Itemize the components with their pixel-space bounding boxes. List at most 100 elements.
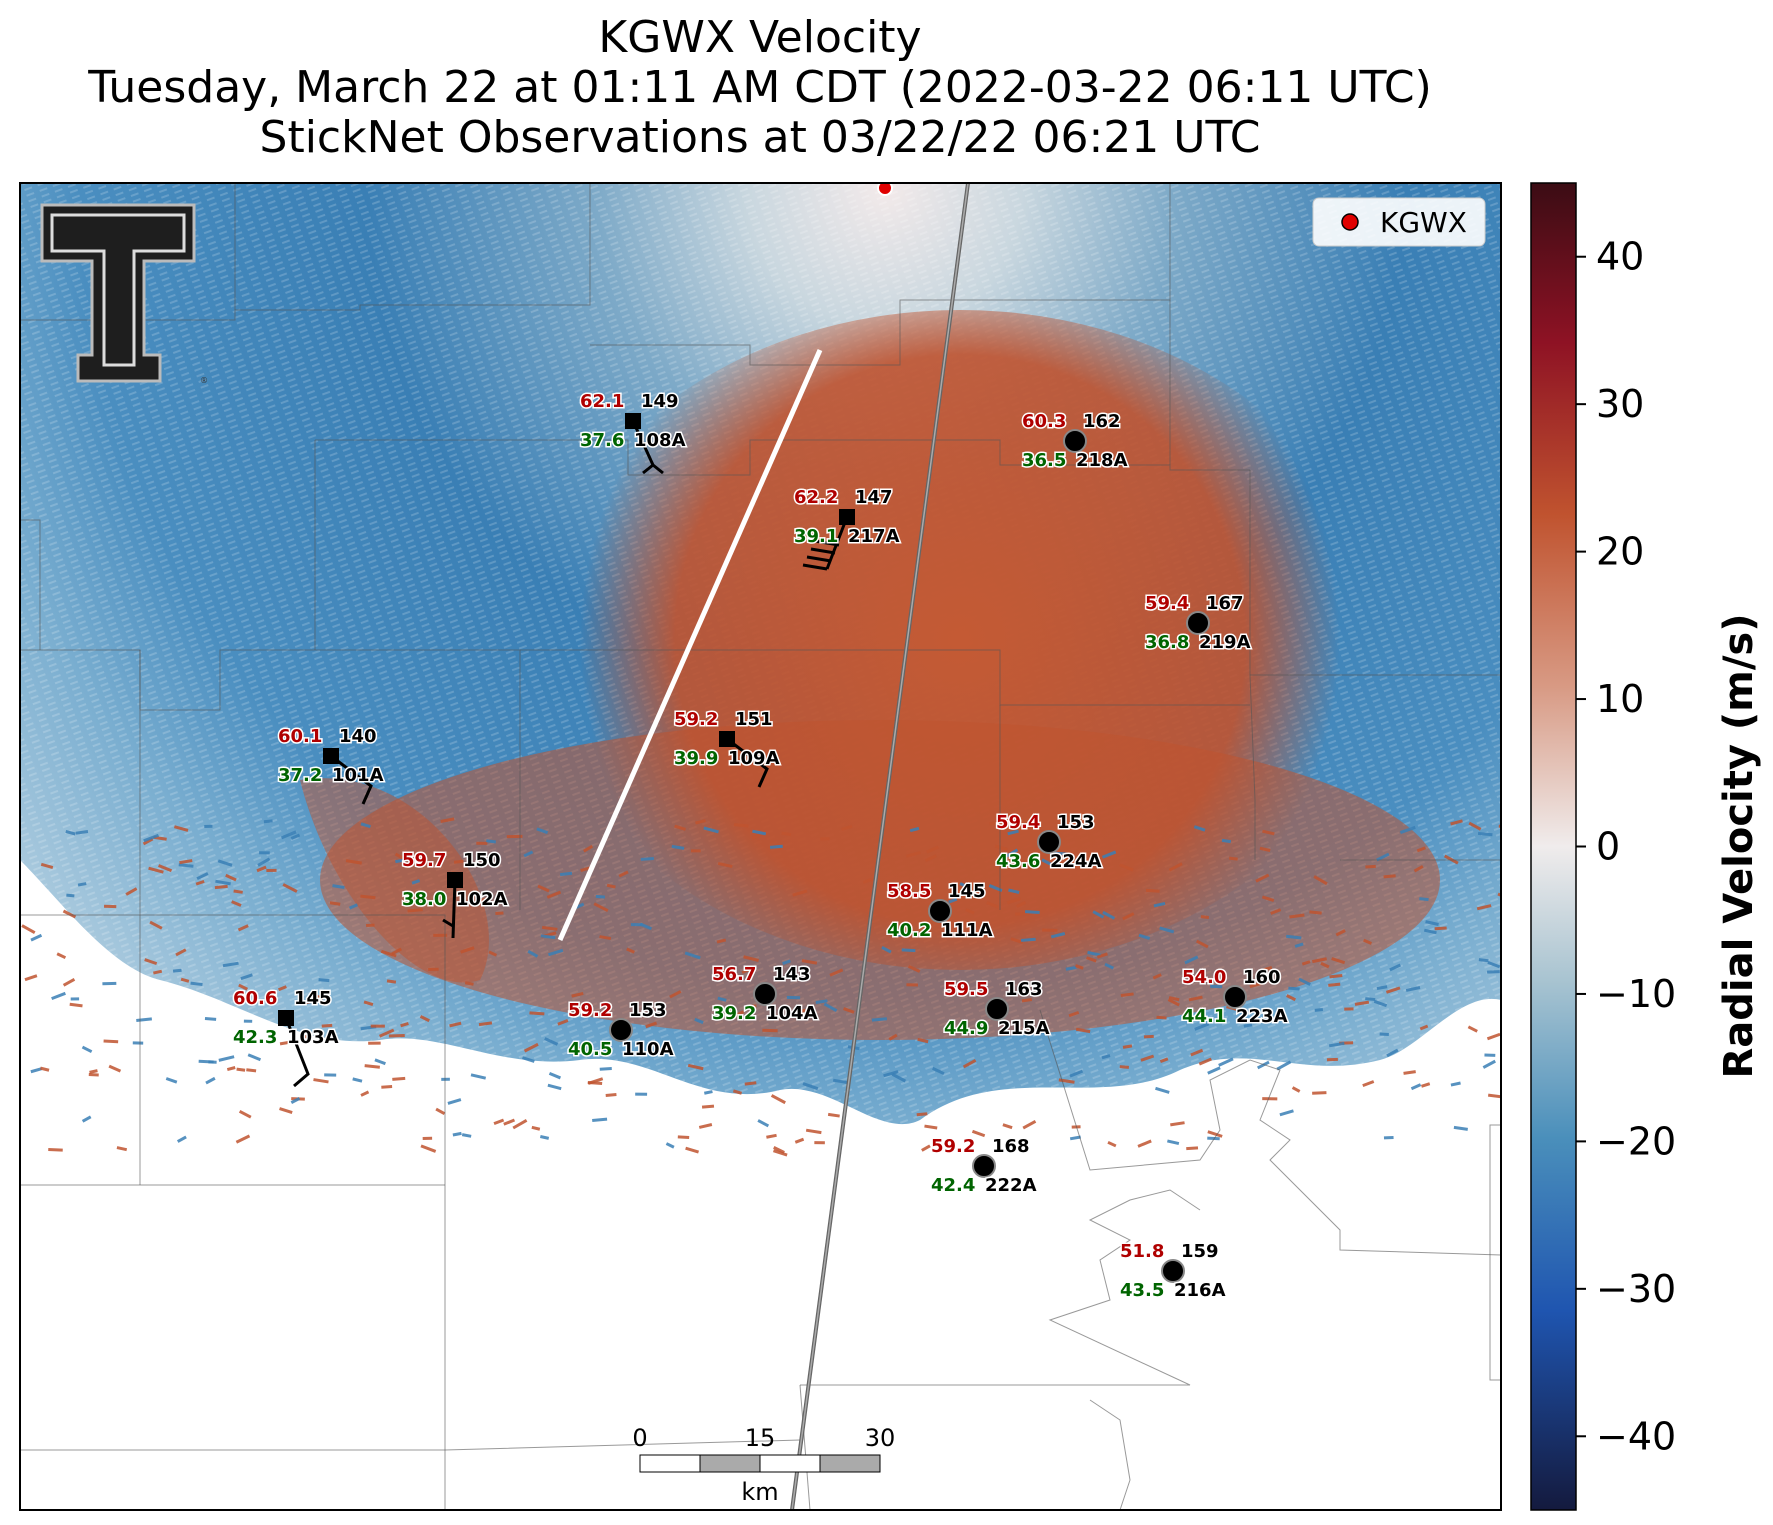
station-224a[interactable]: 59.4 153 43.6 224A (995, 811, 1104, 874)
station-temperature: 58.5 (887, 881, 931, 902)
station-id: 103A (287, 1027, 339, 1048)
station-marker-circle (1037, 830, 1061, 854)
colorbar: 40 30 20 10 0 −10 −20 −30 −40 Radial Velocity (m… (1530, 182, 1762, 1511)
station-pressure: 147 (855, 487, 893, 508)
station-pressure: 153 (1057, 812, 1095, 833)
station-dewpoint: 44.9 (944, 1018, 988, 1039)
wind-barb (726, 737, 769, 788)
station-104a[interactable]: 56.7 143 39.2 104A (711, 963, 820, 1026)
station-pressure: 163 (1005, 979, 1043, 1000)
station-219a[interactable]: 59.4 167 36.8 219A (1144, 592, 1253, 655)
station-id: 222A (985, 1175, 1037, 1196)
station-dewpoint: 39.9 (674, 748, 718, 769)
station-pressure: 153 (629, 1000, 667, 1021)
sticknet-stations: 62.1 149 37.6 108A 62.2 147 39.1 217A 60.3 162 36.… (232, 390, 1290, 1303)
station-222a[interactable]: 59.2 168 42.4 222A (930, 1135, 1039, 1198)
colorbar-tick-label: 20 (1596, 530, 1644, 574)
station-pressure: 162 (1083, 411, 1121, 432)
station-pressure: 150 (463, 850, 501, 871)
station-101a[interactable]: 60.1 140 37.2 101A (277, 725, 385, 805)
station-id: 219A (1199, 632, 1251, 653)
legend-label: KGWX (1380, 206, 1467, 239)
title-line-2: Tuesday, March 22 at 01:11 AM CDT (2022-… (87, 62, 1432, 113)
station-temperature: 56.7 (712, 964, 756, 985)
station-110a[interactable]: 59.2 153 40.5 110A (567, 999, 676, 1062)
station-pressure: 145 (948, 881, 986, 902)
scale-tick-15: 15 (745, 1424, 776, 1452)
station-217a[interactable]: 62.2 147 39.1 217A (793, 486, 901, 571)
station-temperature: 59.2 (931, 1136, 975, 1157)
station-id: 215A (998, 1018, 1050, 1039)
scale-tick-30: 30 (865, 1424, 896, 1452)
svg-text:®: ® (200, 376, 208, 385)
station-marker-circle (1063, 429, 1087, 453)
station-pressure: 168 (992, 1136, 1030, 1157)
station-223a[interactable]: 54.0 160 44.1 223A (1181, 966, 1290, 1029)
station-temperature: 59.5 (944, 979, 988, 1000)
station-marker-square (625, 413, 641, 429)
colorbar-tick-label: −10 (1596, 972, 1676, 1016)
station-id: 111A (941, 920, 993, 941)
scale-tick-0: 0 (632, 1424, 647, 1452)
station-temperature: 62.2 (794, 487, 838, 508)
station-id: 216A (1174, 1280, 1226, 1301)
station-216a[interactable]: 51.8 159 43.5 216A (1119, 1240, 1228, 1303)
county-boundaries (20, 183, 1501, 1510)
station-dewpoint: 37.6 (580, 430, 624, 451)
colorbar-tick-label: 10 (1596, 677, 1644, 721)
station-108a[interactable]: 62.1 149 37.6 108A (579, 390, 687, 475)
title-line-1: KGWX Velocity (598, 12, 921, 63)
kgwx-radar-site[interactable] (877, 181, 893, 196)
station-109a[interactable]: 59.2 151 39.9 109A (673, 708, 781, 788)
wind-barb (330, 754, 373, 805)
station-temperature: 54.0 (1182, 967, 1226, 988)
ttu-logo: ® (40, 203, 208, 385)
station-marker-circle (1186, 611, 1210, 635)
station-id: 217A (848, 526, 900, 547)
interstate-highway (790, 183, 970, 1510)
station-dewpoint: 37.2 (278, 765, 322, 786)
station-id: 102A (456, 889, 508, 910)
colorbar-tick-label: −40 (1596, 1414, 1676, 1458)
title-line-3: StickNet Observations at 03/22/22 06:21 … (260, 112, 1261, 163)
wind-barb (442, 879, 457, 939)
station-102a[interactable]: 59.7 150 38.0 102A (401, 849, 509, 939)
velocity-field (20, 183, 1501, 1157)
station-id: 218A (1076, 450, 1128, 471)
map-panel[interactable]: ® 62.1 149 37.6 108A 62.2 147 39.1 217A 60.3 162 3… (20, 181, 1509, 1510)
station-dewpoint: 43.6 (996, 851, 1040, 872)
station-marker-circle (928, 899, 952, 923)
station-marker-circle (1161, 1259, 1185, 1283)
colorbar-ticks: 40 30 20 10 0 −10 −20 −30 −40 (1576, 235, 1676, 1458)
station-marker-square (323, 748, 339, 764)
station-id: 110A (622, 1039, 674, 1060)
scale-bar: 0 15 30 km (632, 1424, 895, 1506)
station-temperature: 59.4 (1145, 593, 1189, 614)
colorbar-label: Radial Velocity (m/s) (1716, 613, 1762, 1078)
scale-unit: km (741, 1478, 778, 1506)
station-marker-circle (985, 997, 1009, 1021)
wind-barb (284, 1017, 310, 1088)
figure-title: KGWX Velocity Tuesday, March 22 at 01:11… (87, 12, 1432, 163)
station-id: 108A (634, 430, 686, 451)
station-marker-circle (972, 1154, 996, 1178)
station-dewpoint: 43.5 (1120, 1280, 1164, 1301)
station-marker-circle (753, 982, 777, 1006)
station-dewpoint: 36.5 (1022, 450, 1066, 471)
station-pressure: 145 (294, 988, 332, 1009)
legend-radar-marker (1341, 213, 1359, 231)
station-marker-circle (609, 1018, 633, 1042)
station-dewpoint: 42.4 (931, 1175, 975, 1196)
station-temperature: 59.2 (674, 709, 718, 730)
station-215a[interactable]: 59.5 163 44.9 215A (943, 978, 1052, 1041)
station-111a[interactable]: 58.5 145 40.2 111A (886, 880, 995, 943)
station-dewpoint: 39.1 (794, 526, 838, 547)
station-pressure: 159 (1181, 1241, 1219, 1262)
station-temperature: 62.1 (580, 391, 624, 412)
station-103a[interactable]: 60.6 145 42.3 103A (232, 987, 340, 1088)
station-temperature: 60.3 (1022, 411, 1066, 432)
station-218a[interactable]: 60.3 162 36.5 218A (1021, 410, 1130, 473)
station-id: 104A (766, 1003, 818, 1024)
station-id: 109A (728, 748, 780, 769)
station-pressure: 149 (641, 391, 679, 412)
